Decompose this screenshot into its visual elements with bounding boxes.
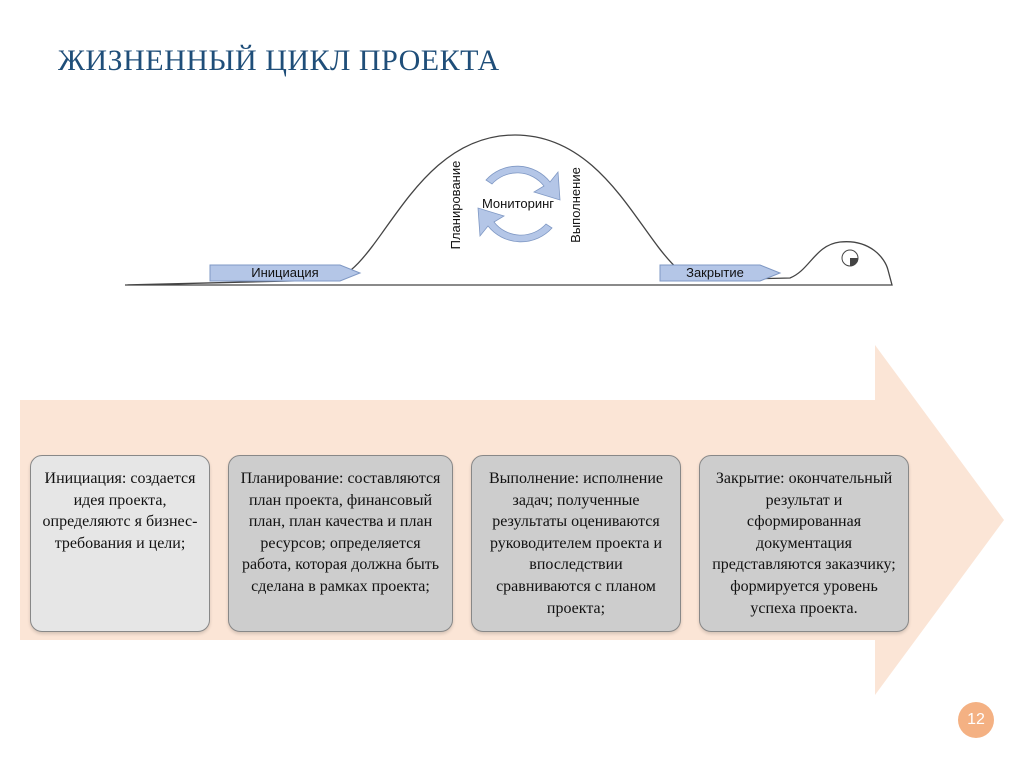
execution-label: Выполнение: [568, 167, 583, 243]
page-number-badge: 12: [958, 702, 994, 738]
card-planning: Планирование: составляются план проекта,…: [228, 455, 453, 632]
arrow-closure-label: Закрытие: [686, 265, 744, 280]
lifecycle-diagram: Инициация Закрытие Мониторинг Планирован…: [120, 110, 910, 300]
planning-label: Планирование: [448, 161, 463, 250]
card-initiation: Инициация: создается идея проекта, опред…: [30, 455, 210, 632]
arrow-initiation-label: Инициация: [251, 265, 318, 280]
arrow-initiation: Инициация: [210, 265, 360, 281]
monitoring-label: Мониторинг: [482, 196, 554, 211]
page-title: ЖИЗНЕННЫЙ ЦИКЛ ПРОЕКТА: [58, 44, 500, 78]
cards-row: Инициация: создается идея проекта, опред…: [30, 455, 990, 632]
arrow-closure: Закрытие: [660, 265, 780, 281]
card-closure: Закрытие: окончательный результат и сфор…: [699, 455, 909, 632]
card-execution: Выполнение: исполнение задач; полученные…: [471, 455, 681, 632]
